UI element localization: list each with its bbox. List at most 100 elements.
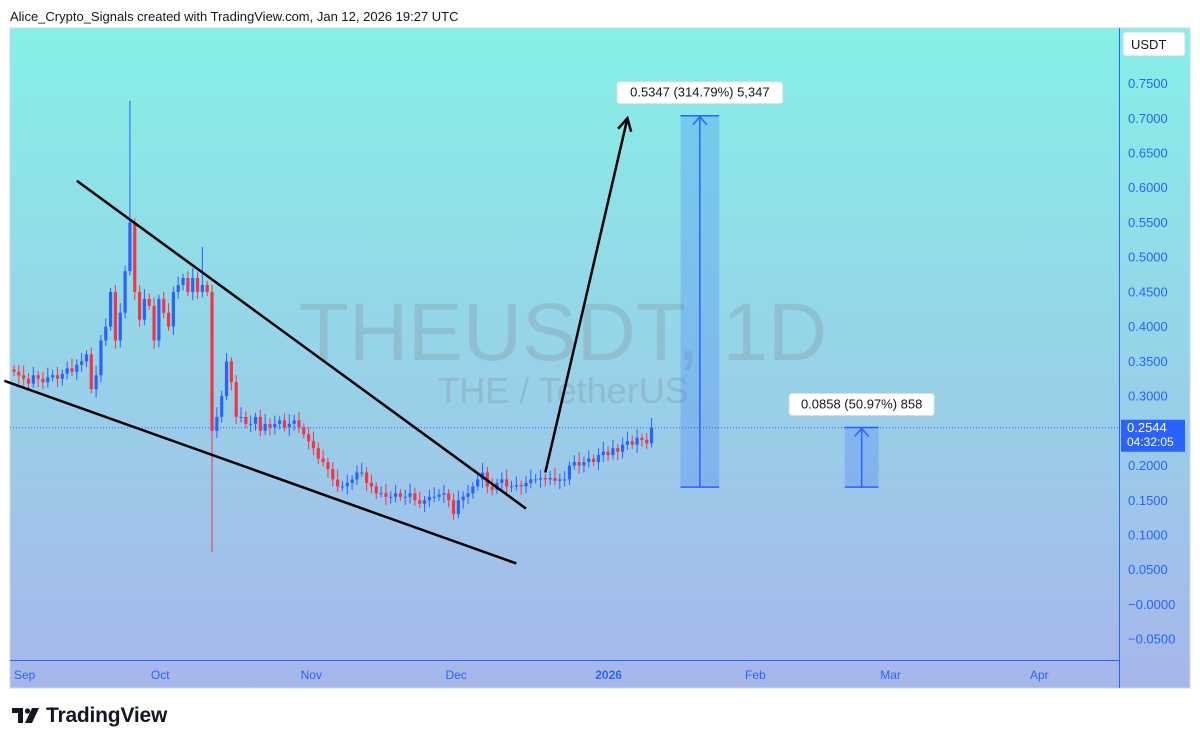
price-tick-label: 0.5000 bbox=[1128, 250, 1168, 265]
candle-body bbox=[374, 486, 378, 494]
candle-body bbox=[292, 420, 296, 424]
tradingview-logo: TradingView bbox=[12, 704, 167, 728]
currency-selector[interactable]: USDT bbox=[1122, 31, 1186, 57]
candle-body bbox=[326, 462, 330, 470]
candle-body bbox=[321, 458, 325, 463]
candle-body bbox=[147, 298, 151, 306]
candle-body bbox=[587, 458, 591, 463]
candle-body bbox=[268, 423, 272, 428]
candle-body bbox=[311, 441, 316, 449]
candle-body bbox=[567, 465, 572, 480]
candle-body bbox=[316, 448, 320, 459]
price-range-arrowhead bbox=[854, 427, 870, 437]
candle-body bbox=[437, 494, 441, 497]
price-range-label: 0.5347 (314.79%) 5,347 bbox=[616, 81, 784, 105]
time-tick-label: Feb bbox=[745, 668, 766, 682]
candle-body bbox=[534, 479, 538, 481]
candle-body bbox=[249, 423, 253, 425]
candle-body bbox=[70, 368, 74, 372]
candle-body bbox=[26, 378, 31, 384]
candle-body bbox=[137, 291, 142, 320]
candle-body bbox=[505, 479, 509, 487]
candle-body bbox=[345, 482, 349, 487]
price-range-label-box bbox=[616, 81, 784, 105]
candle-body bbox=[490, 486, 494, 490]
candle-body bbox=[558, 479, 562, 481]
pair-watermark: THE / TetherUS bbox=[437, 370, 688, 411]
candle-body bbox=[620, 444, 625, 452]
candle-body bbox=[336, 479, 340, 487]
candle-body bbox=[176, 284, 180, 292]
candle-body bbox=[234, 382, 238, 417]
candle-body bbox=[307, 434, 311, 442]
price-range-1[interactable]: 0.0858 (50.97%) 858 bbox=[788, 392, 935, 488]
candle-body bbox=[17, 371, 21, 376]
candle-body bbox=[181, 278, 185, 285]
candle-body bbox=[403, 496, 407, 498]
candle-body bbox=[162, 298, 166, 313]
time-tick-label: Nov bbox=[301, 668, 322, 682]
plot-background bbox=[10, 28, 1120, 688]
candle-body bbox=[210, 291, 214, 431]
price-range-label-box bbox=[788, 392, 935, 416]
arrow-head bbox=[617, 115, 633, 133]
candle-body bbox=[548, 478, 552, 480]
time-tick-label: Oct bbox=[151, 668, 170, 682]
candle-body bbox=[500, 479, 504, 483]
candle-body bbox=[109, 291, 113, 327]
candle-body bbox=[476, 479, 480, 487]
candle-body bbox=[456, 500, 460, 515]
candle-body bbox=[413, 493, 417, 501]
candle-body bbox=[41, 378, 45, 383]
time-axis[interactable]: Sep Oct Nov Dec 2026 Feb Mar Apr bbox=[14, 668, 1049, 682]
candle-body bbox=[592, 458, 596, 463]
trendline-upper[interactable] bbox=[76, 179, 527, 510]
candle-body bbox=[408, 493, 412, 497]
candle-body bbox=[220, 396, 224, 417]
candle-body bbox=[466, 493, 470, 497]
candle-body bbox=[606, 451, 610, 456]
candle-body bbox=[471, 486, 475, 494]
price-tick-label: 0.4000 bbox=[1128, 319, 1168, 334]
candle-body bbox=[451, 500, 456, 515]
candle-body bbox=[635, 437, 639, 445]
candle-body bbox=[215, 416, 219, 431]
price-tick-label: 0.3000 bbox=[1128, 389, 1168, 404]
tradingview-wordmark: TradingView bbox=[46, 704, 168, 727]
candle-body bbox=[55, 375, 60, 379]
candle-body bbox=[253, 416, 258, 424]
candle-body bbox=[278, 420, 282, 424]
plot-border bbox=[9, 27, 1191, 689]
candle-body bbox=[89, 354, 93, 390]
price-range-label-text: 0.0858 (50.97%) 858 bbox=[801, 396, 922, 411]
candle-body bbox=[572, 462, 576, 466]
candle-body bbox=[514, 484, 518, 487]
arrow-line[interactable] bbox=[544, 118, 629, 473]
candle-body bbox=[282, 420, 287, 428]
price-tick-label: −0.0000 bbox=[1128, 597, 1175, 612]
candle-body bbox=[649, 427, 654, 444]
candle-body bbox=[123, 271, 127, 313]
candle-body bbox=[51, 375, 55, 378]
candle-body bbox=[287, 423, 291, 428]
candle-body bbox=[157, 298, 161, 341]
candle-body bbox=[12, 369, 16, 372]
currency-label: USDT bbox=[1131, 37, 1166, 52]
candle-body bbox=[616, 448, 620, 452]
candle-body bbox=[297, 420, 301, 428]
price-tick-label: 0.5500 bbox=[1128, 215, 1168, 230]
candle-body bbox=[577, 462, 581, 466]
price-tick-label: −0.0500 bbox=[1128, 632, 1175, 647]
candle-body bbox=[398, 493, 402, 497]
candle-body bbox=[630, 441, 634, 445]
tradingview-logo-icon bbox=[12, 708, 39, 723]
candle-body bbox=[645, 439, 649, 444]
candle-body bbox=[80, 361, 84, 365]
trendline-lower[interactable] bbox=[3, 379, 517, 565]
candle-body bbox=[113, 291, 118, 341]
price-tick-label: 0.0500 bbox=[1128, 562, 1168, 577]
price-range-0[interactable]: 0.5347 (314.79%) 5,347 bbox=[616, 81, 784, 488]
candle-body bbox=[461, 496, 465, 501]
candle-body bbox=[596, 455, 601, 463]
